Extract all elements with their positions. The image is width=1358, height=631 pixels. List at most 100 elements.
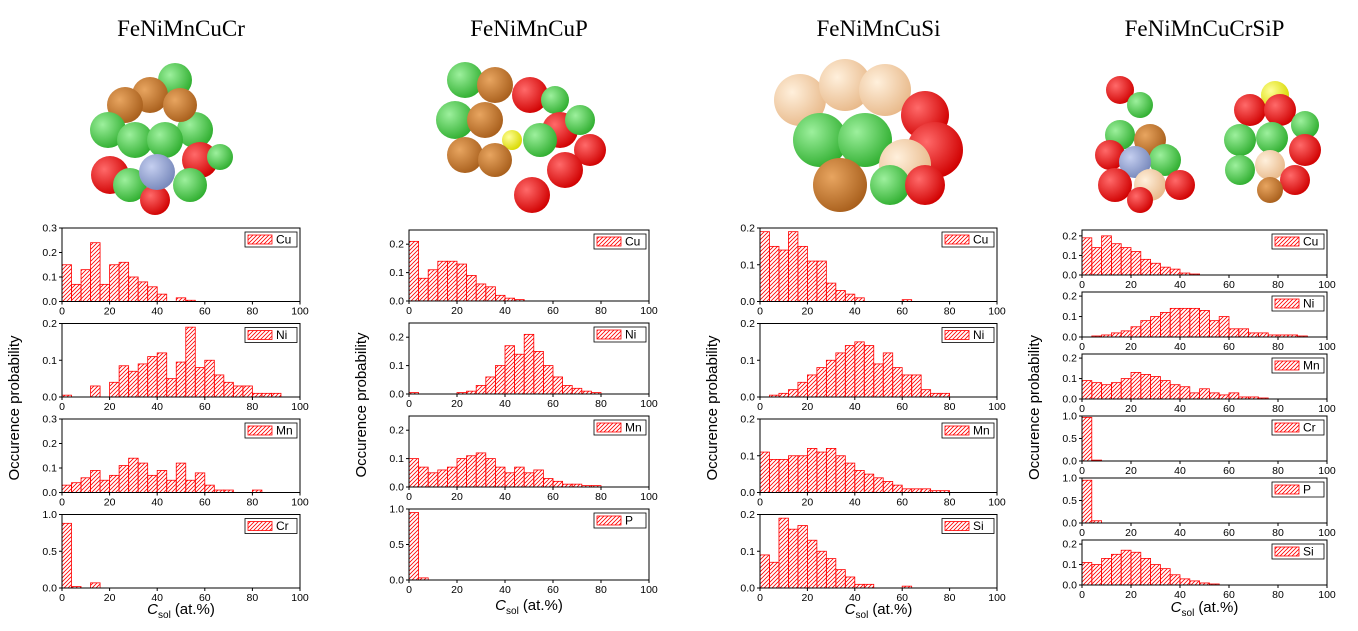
bar (759, 451, 770, 493)
bar (844, 345, 856, 398)
x-tick-label: 20 (1125, 527, 1137, 539)
bar (769, 245, 780, 302)
bar (408, 512, 420, 581)
bar (911, 374, 922, 398)
bar (137, 462, 149, 493)
bar (1209, 320, 1220, 338)
bar (90, 242, 101, 302)
x-tick-label: 60 (547, 305, 559, 317)
bar (504, 345, 516, 395)
x-axis-unit: (at.%) (1198, 599, 1238, 616)
x-tick-label: 0 (1079, 465, 1085, 477)
x-tick-label: 60 (547, 398, 559, 410)
x-tick-label: 0 (1079, 403, 1085, 415)
legend-label: Mn (625, 421, 642, 435)
x-axis-subscript: sol (856, 610, 869, 621)
bar (523, 333, 535, 395)
axis-frame (408, 322, 650, 395)
x-tick-label: 80 (1272, 527, 1284, 539)
x-tick-label: 40 (151, 592, 163, 604)
x-axis-symbol: C (1171, 599, 1182, 616)
bar (408, 240, 420, 302)
bar (1111, 382, 1122, 400)
bar (1091, 247, 1103, 276)
x-tick-label: 40 (151, 401, 163, 413)
bar (80, 477, 91, 493)
bar (1101, 558, 1112, 586)
bar (213, 374, 225, 398)
y-tick-label: 0.1 (740, 450, 755, 462)
bar (1258, 332, 1269, 338)
bar (523, 472, 535, 488)
x-tick-label: 80 (1272, 279, 1284, 291)
x-tick-label: 60 (896, 401, 908, 413)
bar (1120, 378, 1132, 400)
bar (175, 361, 187, 398)
bar (816, 451, 827, 493)
x-tick-label: 60 (547, 584, 559, 596)
bar (1160, 312, 1171, 338)
bar (1248, 332, 1259, 338)
bar (175, 297, 187, 302)
y-tick-label: 0.0 (1062, 518, 1077, 530)
bar (788, 528, 799, 589)
bar (1160, 568, 1171, 586)
x-tick-label: 80 (944, 306, 956, 318)
bar (1189, 580, 1201, 586)
bar (788, 455, 799, 493)
histogram-panel: 0.0 0.1 0.2 0 20 40 60 80 100 Ni (389, 322, 658, 410)
y-tick-label: 0.1 (1062, 373, 1077, 385)
x-axis-subscript: sol (158, 610, 171, 621)
x-tick-label: 60 (1223, 589, 1235, 601)
x-axis-label: Csol (at.%) (845, 601, 913, 621)
y-axis-label: Occurence probability (353, 332, 370, 478)
x-tick-label: 20 (104, 306, 116, 318)
x-axis-unit: (at.%) (523, 597, 563, 614)
y-tick-label: 1.0 (42, 509, 57, 521)
bar (769, 459, 780, 493)
legend-swatch (944, 425, 970, 436)
bar (485, 286, 496, 302)
bar (485, 376, 496, 395)
x-tick-label: 0 (1079, 341, 1085, 353)
bar (1218, 394, 1230, 400)
panel-title: FeNiMnCuP (470, 16, 588, 41)
bar (1120, 330, 1132, 338)
x-tick-label: 20 (104, 401, 116, 413)
bar (514, 353, 525, 395)
x-tick-label: 60 (896, 592, 908, 604)
x-tick-label: 80 (595, 398, 607, 410)
bar (825, 359, 837, 398)
bar (118, 365, 130, 398)
histogram-panel: 0.0 0.1 0.2 0 20 40 60 80 100 Ni (740, 318, 1006, 413)
bar (1081, 562, 1093, 586)
bar (1189, 307, 1201, 338)
bar (571, 387, 583, 395)
bar (147, 286, 158, 302)
x-tick-label: 100 (1318, 527, 1336, 539)
bar (128, 457, 139, 493)
x-tick-label: 100 (640, 491, 658, 503)
x-tick-label: 40 (849, 592, 861, 604)
legend-swatch (1274, 236, 1300, 247)
bar (456, 458, 468, 488)
y-tick-label: 0.2 (1062, 230, 1077, 242)
x-tick-label: 60 (896, 497, 908, 509)
bar (835, 352, 846, 398)
x-tick-label: 60 (1223, 341, 1235, 353)
y-tick-label: 0.1 (389, 267, 404, 279)
legend-label: Ni (276, 328, 287, 342)
bar (61, 484, 72, 493)
x-tick-label: 40 (849, 497, 861, 509)
bar (175, 462, 187, 493)
bar (533, 350, 544, 395)
legend-swatch (1274, 422, 1300, 433)
bar (844, 462, 856, 493)
bar (552, 480, 564, 488)
x-tick-label: 0 (1079, 279, 1085, 291)
legend-label: P (625, 514, 633, 528)
legend-swatch (247, 521, 273, 531)
legend-swatch (596, 515, 622, 526)
axis-frame (408, 229, 650, 302)
legend-label: Ni (625, 328, 636, 342)
